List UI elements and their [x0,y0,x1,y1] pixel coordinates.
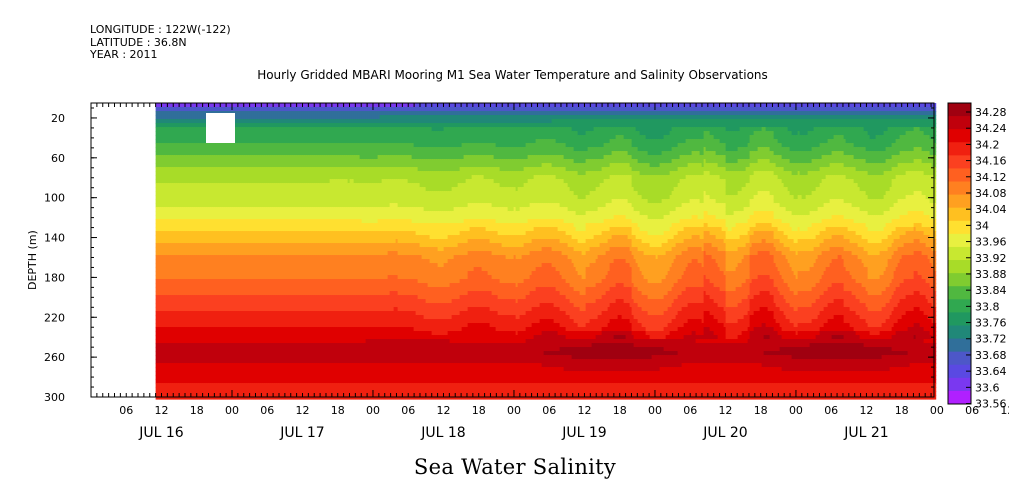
plot-area [91,103,936,400]
